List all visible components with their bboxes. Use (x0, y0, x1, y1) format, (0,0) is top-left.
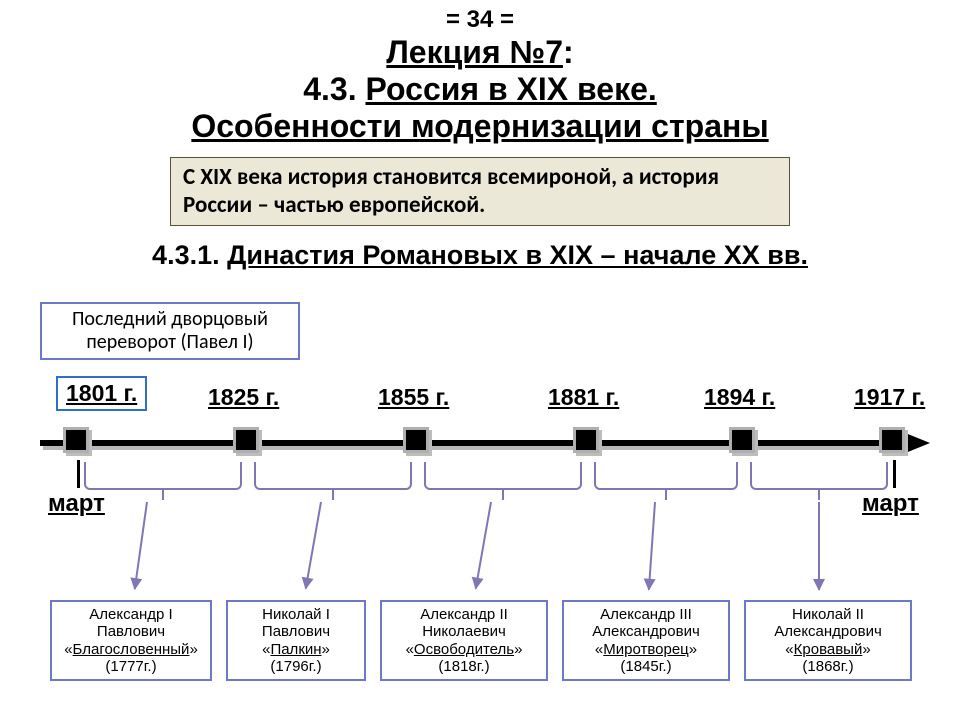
emp4-l1: Николай II (748, 606, 908, 623)
bracket-0 (84, 462, 242, 490)
marker-1801 (63, 427, 89, 453)
year-1894: 1894 г. (704, 384, 775, 411)
emperor-box-3: Александр III Александрович «Миротворец»… (562, 600, 730, 681)
note-box: Последний дворцовый переворот (Павел I) (40, 302, 300, 360)
emp3-l2: Александрович (566, 623, 726, 640)
subsection-title: 4.3.1. Династия Романовых в XIX – начале… (0, 240, 960, 271)
tick-1917 (893, 460, 896, 488)
emperor-box-4: Николай II Александрович «Кровавый» (186… (744, 600, 912, 681)
emp4-ep: «Кровавый» (748, 641, 908, 658)
callout-box: С XIX века история становится всемироной… (170, 157, 790, 226)
arrow-2 (475, 502, 492, 589)
timeline-axis (40, 440, 930, 446)
bracket-4 (750, 462, 888, 490)
emp4-l2: Александрович (748, 623, 908, 640)
emperor-box-2: Александр II Николаевич «Освободитель» (… (380, 600, 548, 681)
lecture-colon: : (563, 34, 574, 70)
emp1-birth: (1796г.) (230, 658, 362, 675)
marker-1881 (573, 427, 599, 453)
march-label-left: март (48, 490, 105, 518)
emp1-l2: Павлович (230, 623, 362, 640)
emperor-box-1: Николай I Павлович «Палкин» (1796г.) (226, 600, 366, 681)
year-1917: 1917 г. (854, 384, 925, 411)
emp2-l1: Александр II (384, 606, 544, 623)
emp4-birth: (1868г.) (748, 658, 908, 675)
emp3-birth: (1845г.) (566, 658, 726, 675)
marker-1917 (879, 427, 905, 453)
page-number: = 34 = (0, 0, 960, 34)
arrow-4 (818, 502, 820, 590)
year-1855: 1855 г. (378, 384, 449, 411)
emp2-ep: «Освободитель» (384, 641, 544, 658)
marker-1855 (403, 427, 429, 453)
marker-1894 (729, 427, 755, 453)
arrow-1 (305, 502, 322, 589)
bracket-2 (424, 462, 582, 490)
axis-shadow (43, 446, 905, 450)
emp2-birth: (1818г.) (384, 658, 544, 675)
section-number-line: 4.3. Россия в XIX веке. (0, 71, 960, 108)
bracket-1 (254, 462, 412, 490)
emp2-l2: Николаевич (384, 623, 544, 640)
emp1-ep: «Палкин» (230, 641, 362, 658)
year-badge-1801: 1801 г. (56, 376, 147, 411)
tick-1801 (77, 460, 80, 488)
sec-num: 4.3. (303, 71, 365, 107)
subsection-num: 4.3.1. (152, 240, 227, 270)
emp0-birth: (1777г.) (54, 658, 208, 675)
emp0-l2: Павлович (54, 623, 208, 640)
year-1881: 1881 г. (548, 384, 619, 411)
marker-1825 (233, 427, 259, 453)
emp3-ep: «Миротворец» (566, 641, 726, 658)
emp0-ep: «Благословенный» (54, 641, 208, 658)
march-label-right: март (862, 490, 919, 518)
sec-rest: Россия в XIX веке. (365, 71, 656, 107)
emp0-l1: Александр I (54, 606, 208, 623)
lecture-title: Лекция №7: (0, 34, 960, 71)
arrow-3 (648, 502, 656, 590)
lecture-prefix: Лекция №7 (386, 34, 563, 70)
bracket-3 (594, 462, 738, 490)
subsection-rest: Династия Романовых в XIX – начале ХХ вв. (227, 240, 808, 270)
arrow-0 (134, 502, 148, 589)
emp3-l1: Александр III (566, 606, 726, 623)
emp1-l1: Николай I (230, 606, 362, 623)
year-1825: 1825 г. (208, 384, 279, 411)
emperor-box-0: Александр I Павлович «Благословенный» (1… (50, 600, 212, 681)
subtitle: Особенности модернизации страны (0, 108, 960, 145)
